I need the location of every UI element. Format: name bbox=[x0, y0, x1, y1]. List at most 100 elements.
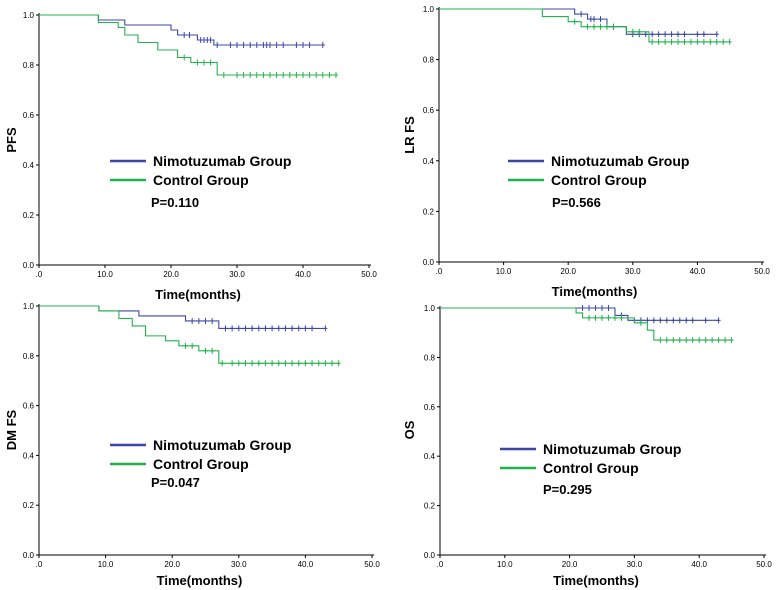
y-tick-label: 1.0 bbox=[23, 302, 35, 311]
censor-mark bbox=[310, 360, 315, 367]
censor-mark bbox=[294, 72, 299, 78]
censor-mark bbox=[203, 347, 208, 354]
censor-mark bbox=[697, 337, 702, 344]
y-tick-label: 0.8 bbox=[424, 353, 436, 362]
censor-mark bbox=[296, 360, 301, 367]
censor-mark bbox=[637, 28, 642, 35]
censor-mark bbox=[310, 325, 315, 332]
censor-mark bbox=[202, 59, 206, 66]
censor-mark bbox=[619, 314, 624, 321]
y-axis-title: LR FS bbox=[402, 116, 417, 154]
censor-mark bbox=[276, 325, 281, 332]
y-axis-title: OS bbox=[402, 420, 417, 439]
censor-mark bbox=[301, 72, 305, 78]
censor-mark bbox=[606, 314, 611, 321]
censor-mark bbox=[600, 305, 604, 311]
x-tick-label: 50.0 bbox=[361, 270, 377, 279]
censor-mark bbox=[327, 72, 332, 78]
censor-mark bbox=[721, 38, 726, 45]
censor-mark bbox=[682, 38, 687, 45]
y-tick-label: 0.8 bbox=[23, 61, 35, 70]
censor-mark bbox=[182, 54, 187, 61]
censor-mark bbox=[630, 28, 635, 35]
censor-mark bbox=[579, 11, 584, 18]
censor-mark bbox=[254, 72, 259, 78]
censor-mark bbox=[664, 317, 669, 324]
censor-mark bbox=[256, 325, 261, 332]
km-curve-nimotuzumab bbox=[39, 14, 323, 46]
censor-mark bbox=[221, 72, 226, 78]
censor-mark bbox=[716, 317, 721, 324]
censor-mark bbox=[283, 325, 288, 332]
km-curve-control bbox=[39, 305, 339, 364]
censor-mark bbox=[710, 337, 715, 344]
censor-mark bbox=[593, 314, 598, 321]
censor-mark bbox=[248, 72, 253, 78]
censor-mark bbox=[690, 317, 695, 324]
legend-label-control: Control Group bbox=[551, 172, 647, 188]
censor-mark bbox=[296, 325, 301, 332]
censor-mark bbox=[688, 38, 693, 45]
censor-mark bbox=[604, 23, 609, 30]
p-value-label: P=0.110 bbox=[151, 195, 199, 210]
x-axis-title: Time(months) bbox=[157, 573, 243, 588]
y-tick-label: 0.4 bbox=[23, 451, 35, 460]
censor-mark bbox=[708, 38, 713, 45]
x-tick-label: .0 bbox=[437, 560, 444, 569]
y-tick-label: 0.4 bbox=[424, 452, 436, 461]
censor-mark bbox=[690, 337, 695, 344]
censor-mark bbox=[235, 72, 239, 78]
x-tick-label: 30.0 bbox=[625, 267, 641, 276]
y-tick-label: 0.6 bbox=[23, 111, 35, 120]
censor-mark bbox=[703, 317, 708, 324]
censor-mark bbox=[283, 360, 288, 367]
censor-mark bbox=[611, 23, 616, 30]
censor-mark bbox=[336, 360, 341, 367]
censor-mark bbox=[261, 72, 266, 78]
km-panel-1: 0.0 0.2 0.4 0.6 0.8 1.0 .0 10.0 20.0 30.0 40.0 50.0… bbox=[4, 11, 377, 302]
censor-mark bbox=[677, 337, 682, 344]
censor-mark bbox=[183, 342, 188, 349]
y-tick-label: 0.0 bbox=[23, 551, 35, 560]
censor-mark bbox=[215, 42, 220, 48]
censor-mark bbox=[230, 360, 235, 367]
y-tick-label: 0.8 bbox=[23, 352, 35, 361]
censor-mark bbox=[270, 325, 275, 332]
p-value-label: P=0.047 bbox=[151, 475, 200, 490]
x-tick-label: 40.0 bbox=[298, 560, 314, 569]
y-tick-label: 0.0 bbox=[424, 551, 436, 560]
legend-label-control: Control Group bbox=[543, 460, 639, 476]
censor-mark bbox=[330, 360, 335, 367]
legend-label-control: Control Group bbox=[153, 172, 249, 188]
x-tick-label: 40.0 bbox=[295, 270, 311, 279]
censor-mark bbox=[606, 305, 611, 311]
censor-mark bbox=[281, 72, 286, 78]
censor-mark bbox=[664, 337, 669, 344]
y-tick-label: 0.2 bbox=[424, 502, 436, 511]
censor-mark bbox=[593, 305, 598, 311]
censor-mark bbox=[307, 72, 312, 78]
censor-mark bbox=[235, 42, 239, 48]
y-tick-label: 0.6 bbox=[424, 403, 436, 412]
censor-mark bbox=[196, 317, 201, 324]
censor-mark bbox=[684, 337, 689, 344]
censor-mark bbox=[270, 360, 275, 367]
y-tick-label: 0.8 bbox=[423, 56, 435, 65]
x-tick-label: 50.0 bbox=[364, 560, 380, 569]
x-tick-label: 20.0 bbox=[164, 560, 180, 569]
censor-mark bbox=[243, 325, 248, 332]
censor-mark bbox=[274, 42, 279, 48]
censor-mark bbox=[182, 32, 187, 38]
x-tick-label: 40.0 bbox=[690, 267, 706, 276]
censor-mark bbox=[729, 337, 734, 344]
censor-mark bbox=[307, 42, 312, 48]
censor-mark bbox=[701, 38, 706, 45]
censor-mark bbox=[203, 317, 208, 324]
censor-mark bbox=[682, 31, 687, 38]
censor-mark bbox=[650, 38, 655, 45]
legend-label-nimotuzumab: Nimotuzumab Group bbox=[153, 437, 291, 453]
censor-mark bbox=[656, 38, 661, 45]
censor-mark bbox=[228, 42, 233, 48]
x-tick-label: 30.0 bbox=[229, 270, 245, 279]
censor-mark bbox=[716, 337, 721, 344]
